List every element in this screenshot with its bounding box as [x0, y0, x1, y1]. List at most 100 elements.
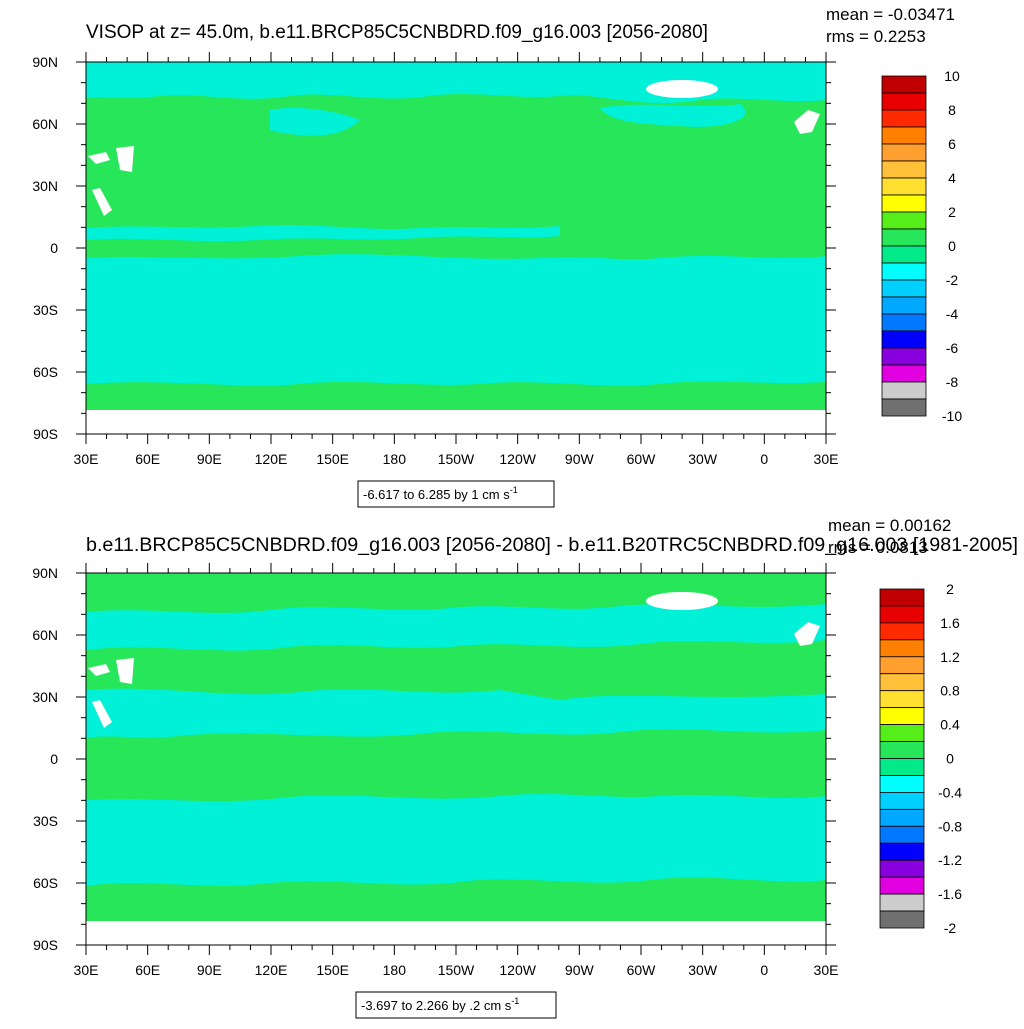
colorbar: 10 8 6 4 2 0 -2 -4 -6 -8 -10: [881, 68, 962, 424]
colorbar-swatch: [881, 381, 927, 400]
colorbar-swatch: [879, 792, 925, 810]
x-tick-label: 150W: [438, 962, 475, 978]
colorbar-label: 8: [948, 102, 956, 118]
colorbar-swatch: [879, 588, 925, 607]
mean-label: mean = -0.03471: [826, 5, 955, 24]
colorbar: 2 1.6 1.2 0.8 0.4 0 -0.4 -0.8 -1.2 -1.6 -2: [879, 581, 962, 936]
panel-title: VISOP at z= 45.0m, b.e11.BRCP85C5CNBDRD.…: [86, 22, 708, 43]
x-tick-label: 150W: [438, 451, 475, 467]
colorbar-swatch: [881, 228, 927, 247]
land-mask: [794, 622, 820, 646]
field-band: [600, 104, 746, 127]
colorbar-label: -0.4: [938, 784, 962, 800]
colorbar-swatch: [879, 707, 925, 726]
colorbar-swatch: [879, 825, 925, 844]
colorbar-swatch: [879, 859, 925, 878]
y-tick-label: 60N: [32, 627, 58, 643]
x-tick-label: 180: [383, 962, 407, 978]
x-tick-label: 90W: [565, 962, 595, 978]
x-tick-label: 30E: [814, 962, 839, 978]
field-band: [86, 225, 560, 242]
y-tick-label: 90S: [33, 426, 58, 442]
y-axis: 90N 60N 30N 0 30S 60S 90S: [32, 54, 836, 442]
colorbar-label: 1.6: [940, 615, 960, 631]
y-tick-label: 60S: [33, 875, 58, 891]
colorbar-swatch: [879, 758, 925, 776]
colorbar-swatch: [881, 347, 927, 366]
x-tick-label: 30E: [814, 451, 839, 467]
colorbar-swatch: [879, 910, 925, 929]
colorbar-swatch: [879, 741, 925, 759]
colorbar-swatch: [879, 673, 925, 692]
colorbar-swatch: [881, 75, 927, 94]
colorbar-swatch: [879, 690, 925, 709]
colorbar-swatch: [879, 605, 925, 624]
colorbar-label: -1.2: [938, 852, 962, 868]
y-tick-label: 30S: [33, 302, 58, 318]
x-tick-label: 150E: [316, 451, 349, 467]
range-box-frame: [357, 480, 555, 508]
y-axis: 90N 60N 30N 0 30S 60S 90S: [32, 565, 836, 953]
x-tick-label: 90E: [197, 451, 222, 467]
land-mask: [92, 188, 112, 216]
x-tick-label: 120W: [499, 451, 536, 467]
field-band: [86, 604, 826, 651]
colorbar-label: 0: [946, 751, 954, 767]
map-field: [86, 62, 826, 434]
land-mask: [794, 110, 820, 134]
colorbar-swatch: [879, 876, 925, 895]
y-tick-label: 90N: [32, 54, 58, 70]
colorbar-swatch: [881, 160, 927, 179]
x-tick-label: 30W: [688, 962, 718, 978]
colorbar-label: 2: [946, 581, 954, 597]
y-tick-label: 30N: [32, 689, 58, 705]
colorbar-label: 0: [948, 238, 956, 254]
x-tick-label: 30W: [688, 451, 718, 467]
colorbar-swatch: [881, 194, 927, 213]
range-box: -3.697 to 2.266 by .2 cm s-1: [355, 991, 557, 1019]
colorbar-label: -4: [946, 306, 959, 322]
colorbar-swatch: [881, 177, 927, 196]
x-tick-label: 150E: [316, 962, 349, 978]
x-tick-label: 120W: [499, 962, 536, 978]
colorbar-label: -8: [946, 374, 959, 390]
field-band: [86, 254, 826, 386]
colorbar-swatch: [881, 126, 927, 145]
x-tick-label: 180: [383, 451, 407, 467]
range-box: -6.617 to 6.285 by 1 cm s-1: [357, 480, 555, 508]
colorbar-label: 2: [948, 204, 956, 220]
field-band: [86, 62, 826, 104]
colorbar-swatch: [881, 109, 927, 128]
land-mask: [88, 658, 134, 684]
colorbar-swatch: [879, 656, 925, 675]
colorbar-swatch: [881, 143, 927, 162]
y-tick-label: 90S: [33, 937, 58, 953]
colorbar-swatch: [879, 622, 925, 641]
x-tick-label: 60W: [627, 962, 657, 978]
colorbar-swatch: [879, 775, 925, 793]
colorbar-swatch: [881, 330, 927, 349]
x-tick-label: 60E: [135, 451, 160, 467]
land-mask: [88, 146, 134, 172]
colorbar-swatch: [879, 639, 925, 658]
x-tick-label: 30E: [74, 962, 99, 978]
x-tick-label: 90W: [565, 451, 595, 467]
colorbar-label: -6: [946, 340, 959, 356]
colorbar-swatch: [881, 279, 927, 298]
colorbar-swatch: [881, 296, 927, 315]
x-tick-label: 90E: [197, 962, 222, 978]
colorbar-swatch: [881, 313, 927, 332]
range-box-frame: [355, 991, 557, 1019]
x-tick-label: 0: [760, 451, 768, 467]
range-label: -3.697 to 2.266 by .2 cm s-1: [361, 996, 519, 1013]
antarctica-mask: [86, 410, 826, 434]
colorbar-swatch: [881, 211, 927, 230]
x-tick-label: 120E: [255, 451, 288, 467]
mean-label: mean = 0.00162: [828, 516, 951, 535]
land-mask: [92, 700, 112, 728]
colorbar-label: 0.4: [940, 717, 960, 733]
field-band: [86, 794, 826, 886]
colorbar-label: -2: [946, 272, 959, 288]
